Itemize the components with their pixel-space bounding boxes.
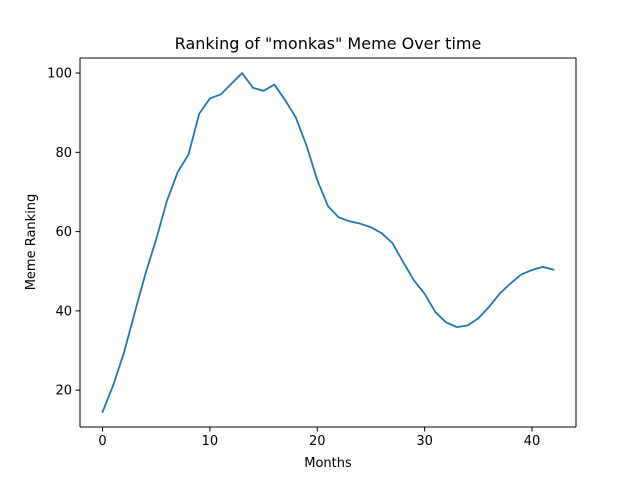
x-tick-label: 30 (416, 434, 433, 449)
x-tick-label: 0 (98, 434, 106, 449)
y-tick-label: 80 (55, 146, 72, 161)
x-tick-label: 20 (309, 434, 326, 449)
series-line-0 (101, 72, 555, 414)
y-tick-label: 100 (47, 67, 72, 82)
y-tick-label: 20 (55, 384, 72, 399)
plot-area: 0 10 20 30 40 20 40 60 80 100 (47, 57, 577, 449)
x-axis-label: Months (304, 456, 352, 471)
y-axis-label: Meme Ranking (24, 194, 39, 291)
chart-title: Ranking of "monkas" Meme Over time (175, 34, 482, 53)
x-tick-label: 40 (524, 434, 541, 449)
y-tick-label: 60 (55, 225, 72, 240)
y-tick-label: 40 (55, 304, 72, 319)
x-tick-label: 10 (202, 434, 219, 449)
